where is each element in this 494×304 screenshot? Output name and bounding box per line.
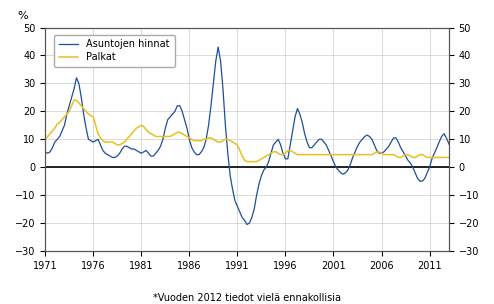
Asuntojen hinnat	[191, 150, 197, 154]
Text: *Vuoden 2012 tiedot vielä ennakollisia: *Vuoden 2012 tiedot vielä ennakollisia	[153, 293, 341, 303]
Line: Palkat: Palkat	[45, 100, 449, 162]
Asuntojen hinnat	[391, 136, 397, 140]
Palkat	[71, 98, 77, 102]
Palkat	[203, 137, 209, 141]
Asuntojen hinnat	[42, 150, 48, 154]
Asuntojen hinnat	[467, 158, 473, 162]
Asuntojen hinnat	[215, 45, 221, 49]
Legend: Asuntojen hinnat, Palkat: Asuntojen hinnat, Palkat	[54, 35, 174, 67]
Asuntojen hinnat	[335, 168, 341, 172]
Asuntojen hinnat	[446, 142, 452, 145]
Y-axis label: %: %	[18, 11, 28, 21]
Asuntojen hinnat	[244, 223, 250, 226]
Palkat	[362, 153, 368, 157]
Palkat	[391, 153, 397, 157]
Palkat	[446, 156, 452, 159]
Line: Asuntojen hinnat: Asuntojen hinnat	[45, 47, 470, 224]
Palkat	[153, 135, 159, 138]
Palkat	[42, 137, 48, 141]
Asuntojen hinnat	[112, 156, 118, 159]
Palkat	[244, 160, 250, 164]
Asuntojen hinnat	[256, 182, 262, 186]
Palkat	[431, 156, 437, 159]
Palkat	[369, 153, 375, 157]
